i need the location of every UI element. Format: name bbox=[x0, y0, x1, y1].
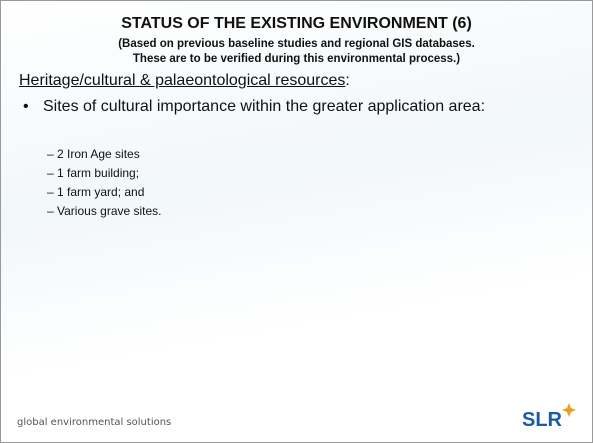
sub-item: 1 farm building; bbox=[47, 164, 162, 183]
logo-star bbox=[562, 403, 576, 417]
logo: SLR bbox=[522, 403, 576, 432]
subtitle: (Based on previous baseline studies and … bbox=[1, 37, 592, 67]
section-heading: Heritage/cultural & palaeontological res… bbox=[19, 72, 350, 90]
subtitle-line: These are to be verified during this env… bbox=[132, 53, 461, 65]
subtitle-line: (Based on previous baseline studies and … bbox=[118, 38, 475, 50]
bullet: • Sites of cultural importance within the… bbox=[23, 97, 573, 117]
title: STATUS OF THE EXISTING ENVIRONMENT (6) bbox=[121, 15, 472, 32]
sub-item: 2 Iron Age sites bbox=[47, 145, 162, 164]
bullet-text: Sites of cultural importance within the … bbox=[43, 98, 486, 115]
heading-text: Heritage/cultural & palaeontological res… bbox=[19, 72, 346, 89]
logo-text: SLR bbox=[522, 409, 562, 431]
footer-tagline: global environmental solutions bbox=[17, 417, 172, 428]
sub-item: Various grave sites. bbox=[47, 202, 162, 221]
heading-suffix: : bbox=[345, 72, 350, 89]
sub-item: 1 farm yard; and bbox=[47, 183, 162, 202]
bullet-dot: • bbox=[23, 98, 29, 115]
sub-list: 2 Iron Age sites 1 farm building; 1 farm… bbox=[47, 145, 162, 221]
